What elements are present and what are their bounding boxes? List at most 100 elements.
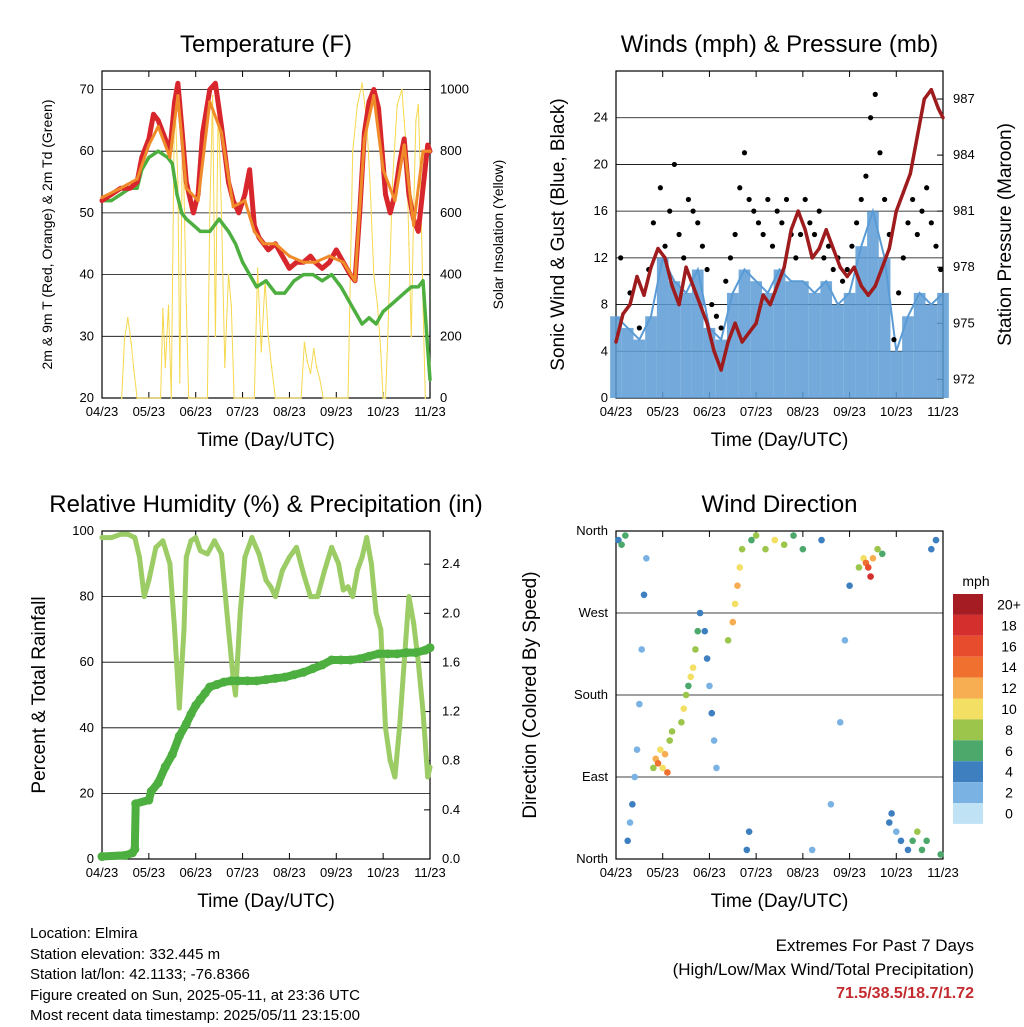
direction-point	[738, 545, 746, 553]
pressure-point	[740, 340, 744, 344]
data-point	[120, 397, 123, 399]
rainfall-point	[402, 648, 412, 658]
direction-point	[668, 728, 676, 735]
wind-speed-bar	[726, 292, 739, 398]
x-tick-label: 08/23	[273, 404, 306, 419]
y-tick-label: 12	[594, 250, 608, 265]
direction-point	[724, 637, 732, 644]
x-tick-label: 06/23	[693, 404, 726, 419]
legend-swatch	[953, 635, 983, 657]
gust-point	[723, 278, 729, 284]
data-point	[147, 143, 151, 147]
data-point	[382, 397, 384, 399]
humidity-point	[249, 535, 255, 541]
station-elevation: Station elevation: 332.445 m	[30, 945, 221, 963]
gust-point	[905, 220, 911, 226]
gust-point	[709, 301, 715, 308]
humidity-point	[308, 594, 314, 600]
direction-point	[622, 532, 629, 539]
pressure-point	[635, 274, 639, 279]
data-point	[381, 168, 385, 172]
direction-point	[654, 760, 662, 767]
pressure-point	[719, 368, 723, 372]
data-point	[185, 304, 188, 307]
wind-speed-bar	[913, 292, 926, 398]
data-point	[208, 229, 212, 234]
humidity-point	[183, 554, 189, 560]
y2-tick-label: 0.0	[442, 851, 460, 866]
gust-point	[938, 266, 944, 273]
y-tick-label: 20	[80, 785, 94, 800]
direction-point	[633, 746, 641, 753]
data-point	[401, 88, 403, 91]
data-point	[412, 223, 416, 227]
data-point	[156, 118, 160, 122]
x-tick-label: 06/23	[179, 404, 212, 419]
data-point	[319, 378, 321, 381]
x-tick-label: 05/23	[133, 865, 166, 880]
data-point	[178, 381, 181, 384]
humidity-point	[300, 571, 306, 577]
legend-swatch	[953, 677, 983, 699]
y2-tick-label: 1000	[440, 82, 469, 97]
wind-speed-bar	[832, 304, 844, 398]
data-point	[367, 316, 371, 320]
gust-point	[618, 255, 624, 261]
direction-point	[682, 691, 690, 699]
data-point	[217, 217, 221, 221]
data-point	[327, 254, 331, 258]
humidity-point	[108, 535, 114, 541]
wind-speed-bar	[761, 292, 774, 398]
pressure-point	[894, 209, 898, 213]
rainfall-point	[120, 850, 130, 860]
gust-point	[919, 208, 925, 214]
data-point	[208, 212, 211, 214]
humidity-point	[392, 774, 398, 780]
data-point	[417, 104, 420, 106]
humidity-point	[256, 551, 262, 557]
data-point	[100, 198, 104, 203]
gust-point	[933, 243, 939, 249]
wind-speed-bar	[621, 327, 634, 398]
gust-point	[636, 325, 642, 331]
gust-point	[863, 173, 869, 179]
direction-point	[687, 673, 695, 681]
wind-speed-bar	[656, 257, 669, 398]
pressure-point	[712, 349, 716, 353]
humidity-point	[99, 535, 105, 541]
humidity-point	[211, 538, 217, 544]
humidity-point	[233, 692, 239, 698]
rainfall-point	[345, 655, 355, 665]
data-point	[301, 273, 306, 277]
humidity-point	[406, 594, 412, 600]
rainfall-point	[191, 700, 201, 710]
x-tick-label: 06/23	[693, 865, 726, 880]
data-point	[135, 177, 139, 181]
data-point	[410, 335, 413, 338]
wind-speed-bar	[610, 316, 622, 398]
data-point	[128, 186, 132, 190]
x-axis-label: Time (Day/UTC)	[197, 891, 335, 912]
wind-speed-bar	[703, 327, 716, 398]
humidity-point	[172, 626, 178, 632]
pressure-point	[803, 228, 807, 232]
data-point	[381, 310, 385, 314]
direction-point	[818, 536, 825, 544]
gust-point	[793, 255, 799, 261]
gust-point	[732, 231, 738, 238]
gust-point	[924, 185, 930, 191]
data-point	[403, 119, 406, 122]
x-tick-label: 11/23	[414, 865, 446, 880]
gust-point	[760, 231, 766, 238]
y-tick-label: 30	[80, 328, 94, 343]
x-tick-label: 10/23	[880, 404, 913, 419]
y-tick-label: North	[576, 851, 608, 866]
legend-label: 12	[1001, 680, 1017, 696]
gust-point	[662, 243, 668, 249]
humidity-point	[420, 708, 426, 714]
data-point	[167, 304, 170, 307]
direction-point	[703, 655, 711, 662]
rainfall-point	[270, 673, 280, 683]
rainfall-point	[174, 731, 184, 741]
chart-title: Relative Humidity (%) & Precipitation (i…	[49, 491, 482, 518]
